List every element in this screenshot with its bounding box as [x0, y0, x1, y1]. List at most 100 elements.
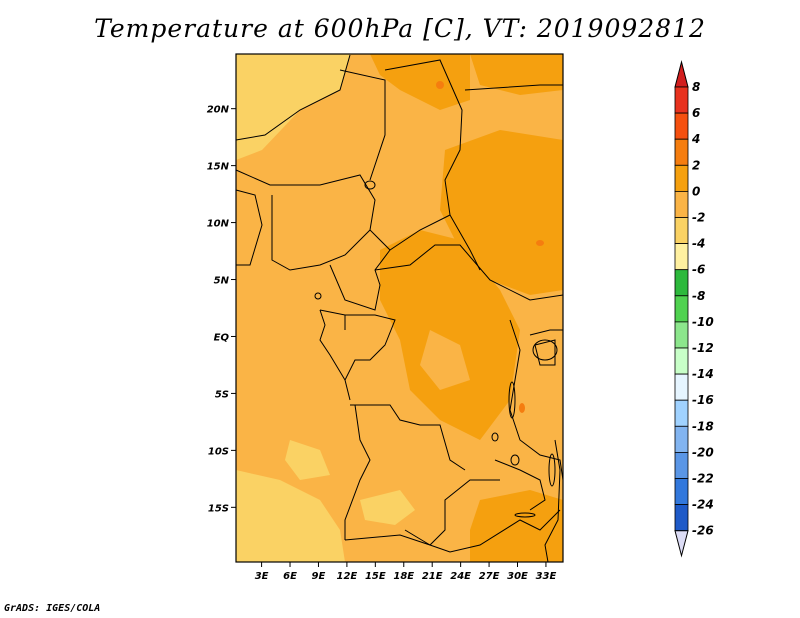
border-20: [494, 459, 546, 511]
border-4: [464, 84, 563, 91]
lat-tick-label-5: 5S: [215, 389, 229, 400]
colorbar-label-14: -20: [692, 445, 714, 459]
colorbar-label-4: 0: [692, 184, 700, 198]
border-13: [350, 404, 466, 471]
colorbar-label-15: -22: [692, 472, 714, 486]
longitude-ticks: 3E 6E 9E 12E 15E 18E 21E 24E 27E 30E 33E: [255, 562, 557, 582]
border-3: [384, 59, 481, 271]
country-borders: [235, 54, 564, 563]
colorbar-swatch-6: [674, 243, 689, 271]
colorbar-swatch-4: [674, 190, 689, 218]
colorbar-swatch-14: [674, 451, 689, 479]
colorbar-swatch-9: [674, 321, 689, 349]
lat-tick-label-1: 15N: [207, 162, 230, 173]
colorbar-swatch-8: [674, 295, 689, 323]
colorbar-label-10: -12: [692, 341, 714, 355]
colorbar-swatch-1: [674, 112, 689, 140]
latitude-ticks: 20N 15N 10N 5N EQ 5S 10S 15S: [207, 105, 236, 514]
lon-tick-label-9: 30E: [507, 571, 528, 582]
lat-tick-label-0: 20N: [207, 105, 230, 116]
lake-chad: [364, 180, 376, 190]
lat-tick-label-6: 10S: [208, 446, 229, 457]
lon-tick-label-5: 18E: [393, 571, 414, 582]
border-15: [344, 479, 500, 546]
border-5: [235, 169, 451, 251]
colorbar-label-6: -4: [692, 237, 705, 251]
lon-tick-label-8: 27E: [479, 571, 500, 582]
border-21: [544, 439, 561, 563]
colorbar-label-11: -14: [692, 367, 714, 381]
lon-tick-label-3: 12E: [337, 571, 358, 582]
lake-kariba: [514, 512, 536, 518]
field-pale-patch-south: [360, 490, 415, 525]
colorbar-label-9: -10: [692, 315, 714, 329]
border-16: [429, 509, 561, 553]
border-12: [319, 309, 346, 381]
field-warm-southeast: [470, 490, 563, 562]
temperature-field: [236, 54, 563, 562]
lake-victoria: [532, 339, 558, 361]
colorbar-swatch-0: [674, 86, 689, 114]
colorbar-label-0: 8: [692, 80, 700, 94]
border-6: [271, 195, 371, 271]
lake-tanganyika: [508, 381, 516, 419]
lon-tick-label-0: 3E: [255, 571, 269, 582]
field-pale-central: [420, 330, 470, 390]
field-warm-central: [380, 230, 520, 440]
field-pale-north: [300, 54, 345, 85]
border-14: [344, 404, 371, 540]
border-8: [329, 249, 391, 311]
field-hotspot-north: [436, 81, 444, 89]
colorbar-swatch-7: [674, 269, 689, 297]
border-22: [404, 529, 431, 546]
colorbar-bottom-arrow: [674, 530, 689, 558]
colorbar-swatch-2: [674, 138, 689, 166]
border-17: [509, 319, 564, 481]
lon-tick-label-1: 6E: [283, 571, 297, 582]
border-1: [235, 54, 351, 141]
colorbar-label-17: -26: [692, 524, 714, 538]
lat-tick-label-3: 5N: [214, 276, 230, 287]
colorbar-label-5: -2: [692, 211, 705, 225]
lon-tick-label-2: 9E: [312, 571, 326, 582]
colorbar-label-3: 2: [692, 158, 700, 172]
colorbar-label-16: -24: [692, 498, 714, 512]
colorbar-label-7: -6: [692, 263, 705, 277]
field-pale-south: [236, 470, 345, 562]
lon-tick-label-7: 24E: [450, 571, 471, 582]
lake-mweru: [491, 432, 499, 442]
lon-tick-label-4: 15E: [365, 571, 386, 582]
colorbar-label-12: -16: [692, 393, 714, 407]
colorbar-label-8: -8: [692, 289, 705, 303]
colorbar-label-2: 4: [691, 132, 700, 146]
colorbar-top-arrow: [674, 60, 689, 88]
colorbar-label-1: 6: [692, 106, 700, 120]
lat-tick-label-2: 10N: [207, 219, 230, 230]
border-9: [374, 244, 564, 301]
colorbar-swatch-13: [674, 425, 689, 453]
colorbar-swatch-10: [674, 347, 689, 375]
map-title: Temperature at 600hPa [C], VT: 201909281…: [94, 14, 706, 43]
border-10: [319, 309, 396, 401]
colorbar-swatch-15: [674, 478, 689, 506]
border-2: [339, 69, 386, 181]
field-hotspot-east: [536, 240, 544, 246]
lon-tick-label-10: 33E: [536, 571, 557, 582]
lon-tick-label-6: 21E: [422, 571, 443, 582]
credit-text: GrADS: IGES/COLA: [4, 603, 101, 614]
colorbar-swatch-16: [674, 504, 689, 532]
field-hotspot-lake: [519, 403, 525, 413]
colorbar-swatch-11: [674, 373, 689, 401]
colorbar-swatch-12: [674, 399, 689, 427]
lat-tick-label-4: EQ: [214, 332, 230, 343]
colorbar-swatch-3: [674, 164, 689, 192]
colorbar: 8 6 4 2 0 -2 -4 -6 -8 -10 -12 -14 -16 -18 -20 -22 -24 -26: [674, 60, 714, 558]
colorbar-label-13: -18: [692, 419, 714, 433]
lat-tick-label-7: 15S: [208, 503, 229, 514]
border-7: [235, 189, 263, 266]
field-pale-patch-southwest: [285, 440, 330, 480]
border-18: [529, 329, 563, 336]
lake-malawi: [548, 453, 556, 487]
colorbar-swatch-5: [674, 217, 689, 245]
